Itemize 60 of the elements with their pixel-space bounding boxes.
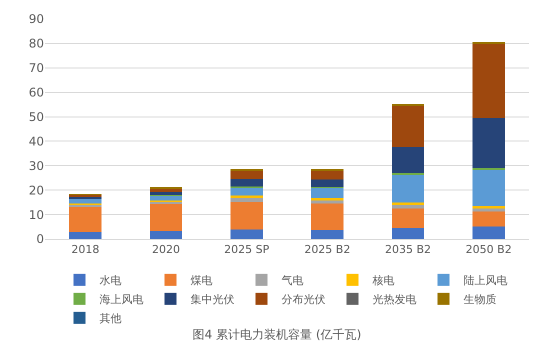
legend-label: 其他	[100, 312, 122, 326]
bar	[150, 192, 182, 195]
bar	[230, 170, 263, 179]
bar	[392, 106, 424, 147]
legend-label: 光热发电	[372, 293, 416, 306]
bar	[150, 204, 182, 232]
bar	[392, 174, 424, 203]
bar	[150, 202, 182, 204]
bar	[69, 232, 102, 239]
y-tick-label: 90	[28, 12, 44, 26]
bar	[69, 198, 102, 204]
y-tick-label: 30	[28, 158, 44, 173]
legend-label: 陆上风电	[464, 274, 508, 288]
y-tick-label: 50	[28, 110, 44, 124]
legend-label: 集中光伏	[190, 293, 234, 306]
legend-label: 水电	[100, 274, 122, 288]
x-tick-label: 2035 B2	[384, 243, 432, 256]
y-tick-label: 70	[28, 61, 44, 76]
legend-label: 分布光伏	[282, 293, 326, 306]
bar	[311, 170, 344, 180]
bar	[392, 208, 424, 228]
bar	[311, 200, 344, 204]
x-tick-label: 2018	[71, 243, 100, 256]
bar	[472, 206, 505, 209]
bar	[472, 44, 505, 118]
y-tick-label: 0	[36, 232, 44, 246]
bar	[230, 230, 263, 239]
bar	[150, 188, 182, 192]
text: 图4 累计电力装机容量 (亿千瓦)	[192, 328, 362, 342]
x-tick-label: 2025 SP	[224, 243, 270, 256]
x-tick-label: 2025 B2	[304, 243, 350, 256]
bar	[230, 202, 263, 230]
bar	[472, 169, 505, 206]
legend-label: 海上风电	[100, 293, 144, 306]
y-tick-label: 20	[28, 183, 44, 198]
legend-label: 核电	[372, 274, 394, 288]
bar	[230, 198, 263, 202]
bar	[392, 146, 424, 174]
legend-label: 气电	[282, 274, 304, 288]
bar	[311, 230, 344, 239]
bar	[472, 226, 505, 239]
y-tick-label: 80	[28, 36, 44, 51]
bar	[230, 178, 263, 187]
bar	[472, 211, 505, 227]
y-tick-label: 60	[28, 86, 44, 100]
bar	[311, 188, 344, 198]
bar	[150, 231, 182, 239]
bar	[472, 208, 505, 212]
bar	[311, 204, 344, 230]
bar	[69, 206, 102, 232]
bar	[392, 228, 424, 239]
bar	[472, 118, 505, 168]
legend-label: 煤电	[190, 274, 212, 288]
x-tick-label: 2050 B2	[466, 243, 512, 256]
bar	[311, 180, 344, 188]
y-tick-label: 10	[28, 208, 44, 222]
x-tick-label: 2020	[152, 243, 180, 256]
bar	[230, 187, 263, 196]
y-tick-label: 40	[28, 134, 44, 148]
legend-label: 生物质	[464, 293, 496, 306]
